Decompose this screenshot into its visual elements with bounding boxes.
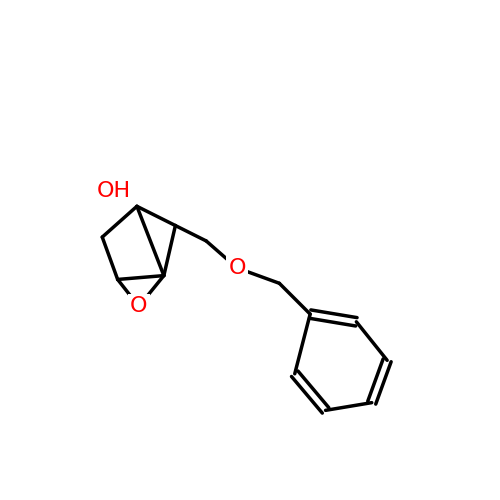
Text: OH: OH: [96, 181, 131, 201]
Text: O: O: [228, 258, 246, 278]
Text: O: O: [130, 296, 148, 316]
